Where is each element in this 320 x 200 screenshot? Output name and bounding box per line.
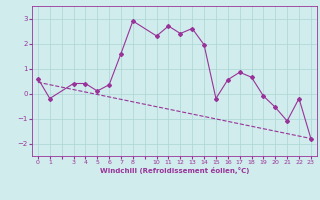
X-axis label: Windchill (Refroidissement éolien,°C): Windchill (Refroidissement éolien,°C) (100, 167, 249, 174)
